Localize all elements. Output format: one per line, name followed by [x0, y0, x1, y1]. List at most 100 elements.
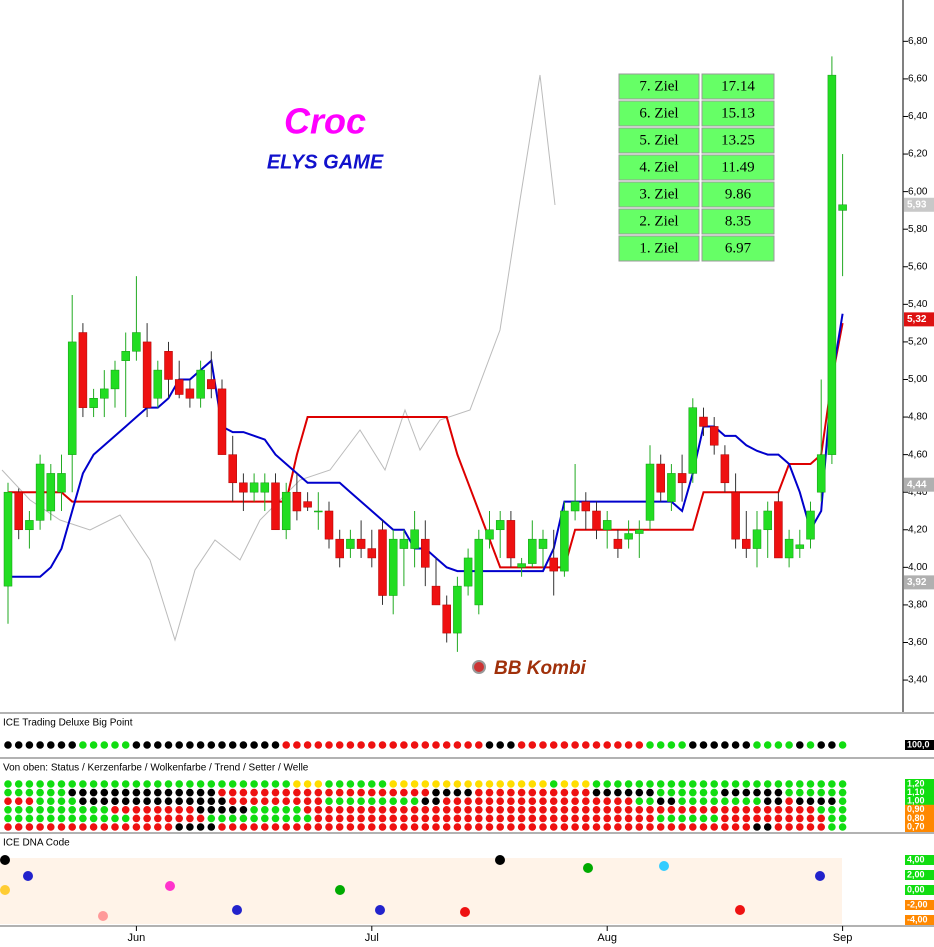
signal-dot [828, 788, 836, 797]
signal-dot [817, 823, 825, 831]
signal-dot [656, 797, 665, 805]
signal-dot [100, 806, 109, 814]
signal-dot [774, 814, 783, 823]
signal-dot [154, 780, 162, 788]
signal-dot [325, 797, 333, 805]
signal-dot [357, 788, 365, 797]
signal-dot [218, 780, 226, 788]
signal-dot [689, 780, 697, 788]
signal-dot [228, 823, 237, 831]
panel-title: ICE DNA Code [3, 838, 70, 849]
signal-dot [335, 788, 344, 797]
signal-dot [303, 814, 312, 823]
signal-dot [453, 806, 462, 814]
signal-dot [410, 814, 419, 823]
panel-tick-bg [905, 796, 934, 807]
price-tag [904, 477, 934, 492]
signal-dot [186, 797, 194, 805]
signal-dot [4, 741, 12, 749]
signal-dot [346, 788, 355, 797]
signal-dot [303, 788, 312, 797]
signal-dot [293, 780, 301, 788]
y-tick-label: 5,60 [908, 261, 928, 272]
candle-body [164, 351, 173, 380]
dna-dot [815, 871, 825, 881]
signal-dot [517, 797, 526, 805]
signal-dot [100, 823, 109, 831]
signal-dot [261, 814, 269, 823]
signal-dot [261, 788, 269, 797]
panel-tick-bg [905, 740, 934, 750]
signal-dot [368, 814, 376, 823]
signal-dot [207, 788, 216, 797]
signal-dot [753, 780, 761, 788]
signal-dot [335, 741, 344, 749]
indicator-line [8, 322, 844, 569]
y-tick-label: 6,60 [908, 74, 928, 85]
signal-dot [828, 814, 836, 823]
signal-dot [699, 741, 708, 749]
signal-dot [667, 788, 676, 797]
candle-body [3, 491, 13, 587]
candle-body [388, 538, 398, 596]
signal-dot [753, 788, 761, 797]
signal-dot [817, 814, 825, 823]
candle-body [335, 538, 344, 559]
signal-dot [346, 741, 355, 749]
signal-dot [421, 814, 430, 823]
signal-dot [582, 806, 590, 814]
signal-dot [785, 806, 793, 814]
title: Croc [284, 101, 366, 142]
signal-dot [164, 814, 173, 823]
signal-dot [47, 741, 55, 749]
signal-dot [100, 797, 109, 805]
target-cell [701, 235, 775, 262]
signal-dot [742, 823, 751, 831]
signal-dot [432, 806, 440, 814]
signal-dot [100, 788, 109, 797]
signal-dot [154, 814, 162, 823]
signal-dot [710, 797, 718, 805]
signal-dot [4, 823, 12, 831]
signal-dot [763, 741, 772, 749]
signal-dot [239, 797, 248, 805]
candle-body [442, 604, 451, 634]
signal-dot [143, 823, 151, 831]
signal-dot [571, 797, 579, 805]
signal-dot [132, 788, 141, 797]
signal-dot [624, 814, 633, 823]
signal-dot [186, 780, 194, 788]
panel-tick-bg [905, 813, 934, 824]
signal-dot [453, 797, 462, 805]
signal-dot [378, 741, 387, 749]
candle-body [816, 454, 826, 493]
signal-dot [560, 797, 569, 805]
candle-body [314, 510, 323, 513]
signal-dot [421, 823, 430, 831]
candle-body [688, 407, 698, 474]
signal-dot [368, 806, 376, 814]
signal-dot [410, 780, 419, 788]
signal-dot [614, 797, 622, 805]
signal-dot [785, 780, 793, 788]
target-cell [618, 73, 700, 100]
signal-dot [410, 823, 419, 831]
signal-dot [432, 814, 440, 823]
candle-body [324, 510, 334, 540]
signal-dot [325, 780, 333, 788]
signal-dot [207, 780, 216, 788]
signal-dot [121, 823, 130, 831]
candle-body [624, 533, 633, 540]
signal-dot [186, 741, 194, 749]
signal-dot [753, 814, 761, 823]
signal-dot [271, 823, 280, 831]
signal-dot [432, 780, 440, 788]
signal-dot [282, 806, 291, 814]
candle-body [89, 398, 98, 408]
signal-dot [507, 741, 515, 749]
target-cell [701, 73, 775, 100]
signal-dot [582, 814, 590, 823]
signal-dot [721, 780, 729, 788]
signal-dot [796, 741, 804, 749]
candle-body [356, 538, 366, 549]
